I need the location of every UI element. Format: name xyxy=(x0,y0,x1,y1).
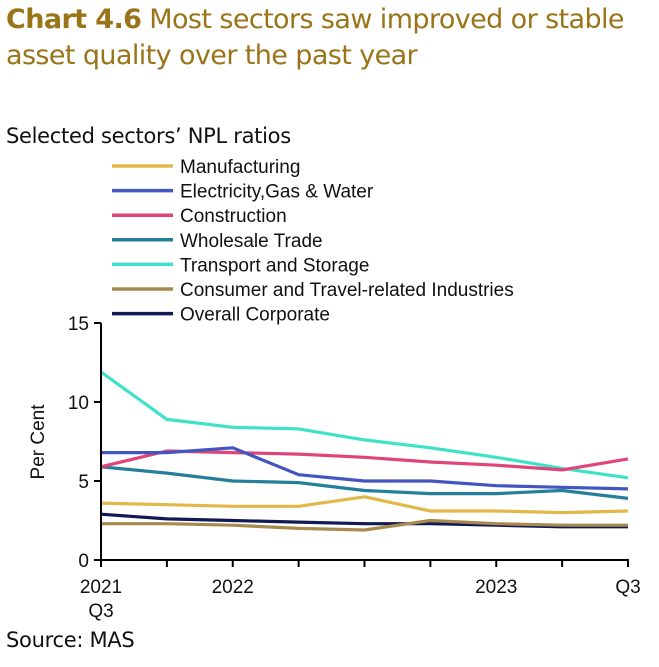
chart-title: Chart 4.6 Most sectors saw improved or s… xyxy=(6,2,659,74)
legend-label: Electricity,Gas & Water xyxy=(180,182,374,203)
series-line-electricity-gas-water xyxy=(101,446,629,491)
legend-item: Construction xyxy=(112,206,287,227)
chart-title-line2: asset quality over the past year xyxy=(6,40,418,71)
series-line-consumer-and-travel-related-industries xyxy=(101,518,628,532)
source-note: Source: MAS xyxy=(6,628,135,652)
legend-label: Overall Corporate xyxy=(180,305,330,326)
chart-number: Chart 4.6 xyxy=(6,4,142,35)
y-tick-label: 15 xyxy=(68,314,89,335)
x-tick-label-sub: Q3 xyxy=(88,601,113,622)
x-tick-label: Q3 xyxy=(615,577,640,598)
legend-label: Transport and Storage xyxy=(180,255,369,276)
x-tick-label: 2022 xyxy=(212,577,254,598)
axes: 0 5 10 15 2021 Q3 2022 2023 Q3 xyxy=(68,314,641,622)
legend-item: Electricity,Gas & Water xyxy=(112,182,374,203)
chart-subtitle: Selected sectors’ NPL ratios xyxy=(6,124,291,148)
series-lines xyxy=(100,370,629,532)
legend-item: Consumer and Travel-related Industries xyxy=(112,280,514,301)
series-line-transport-and-storage xyxy=(100,370,629,480)
legend-label: Wholesale Trade xyxy=(180,231,323,252)
legend-item: Wholesale Trade xyxy=(112,231,323,252)
series-line-manufacturing xyxy=(100,495,629,515)
legend-item: Transport and Storage xyxy=(112,255,369,276)
chart-title-line1: Most sectors saw improved or stable xyxy=(149,4,624,35)
y-tick-label: 10 xyxy=(68,393,89,414)
legend-label: Manufacturing xyxy=(180,157,300,178)
x-tick-label: 2021 xyxy=(80,577,122,598)
legend-item: Overall Corporate xyxy=(112,305,330,326)
legend-label: Construction xyxy=(180,206,287,227)
y-tick-label: 5 xyxy=(78,472,89,493)
x-tick-label: 2023 xyxy=(475,577,517,598)
legend-label: Consumer and Travel-related Industries xyxy=(180,280,514,301)
legend-item: Manufacturing xyxy=(112,157,300,178)
series-line-wholesale-trade xyxy=(100,465,629,500)
y-tick-label: 0 xyxy=(78,551,89,572)
legend: Manufacturing Electricity,Gas & Water Cons… xyxy=(112,157,514,326)
y-axis-label: Per Cent xyxy=(28,404,49,480)
